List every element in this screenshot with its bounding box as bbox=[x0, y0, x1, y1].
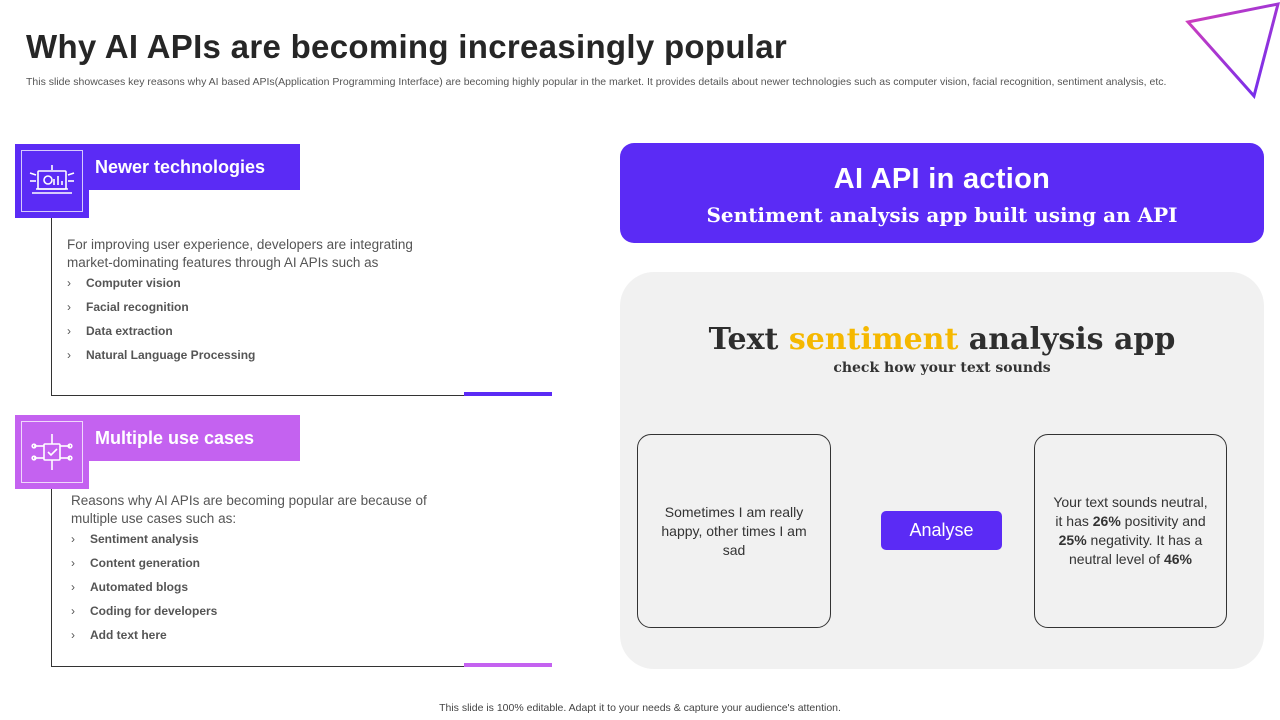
card-title: Newer technologies bbox=[89, 144, 300, 190]
sentiment-app-panel: Text sentiment analysis app check how yo… bbox=[620, 272, 1264, 669]
text-input-box[interactable]: Sometimes I am really happy, other times… bbox=[637, 434, 831, 628]
positivity-value: 26% bbox=[1092, 513, 1121, 529]
ai-laptop-icon bbox=[29, 165, 75, 194]
list-item: › Add text here bbox=[71, 628, 167, 642]
analyse-button[interactable]: Analyse bbox=[881, 511, 1002, 550]
card-icon-box bbox=[15, 415, 89, 489]
newer-technologies-card: Newer technologies For improving user ex… bbox=[15, 144, 555, 398]
negativity-value: 25% bbox=[1058, 532, 1087, 548]
neutral-value: 46% bbox=[1163, 551, 1192, 567]
list-item: › Natural Language Processing bbox=[67, 348, 256, 362]
chevron-right-icon: › bbox=[71, 628, 75, 642]
chevron-right-icon: › bbox=[71, 604, 75, 618]
app-title-highlight: sentiment bbox=[788, 322, 959, 357]
chevron-right-icon: › bbox=[67, 276, 71, 290]
page-subtitle: This slide showcases key reasons why AI … bbox=[26, 76, 1167, 88]
card-description: For improving user experience, developer… bbox=[67, 237, 413, 270]
feature-list: › Computer vision › Facial recognition › Da… bbox=[67, 271, 255, 367]
card-icon-box bbox=[15, 144, 89, 218]
app-title: Text sentiment analysis app bbox=[708, 322, 1176, 357]
footer-note: This slide is 100% editable. Adapt it to… bbox=[439, 702, 841, 714]
chevron-right-icon: › bbox=[67, 348, 71, 362]
use-case-list: › Sentiment analysis › Content generation … bbox=[71, 527, 217, 647]
card-frame bbox=[51, 487, 551, 667]
ai-api-banner: AI API in action Sentiment analysis app … bbox=[620, 143, 1264, 243]
chevron-right-icon: › bbox=[71, 556, 75, 570]
card-accent-bar bbox=[464, 392, 552, 396]
list-item: › Automated blogs bbox=[71, 580, 188, 594]
page-title: Why AI APIs are becoming increasingly po… bbox=[26, 28, 788, 65]
circuit-network-icon bbox=[31, 434, 73, 470]
chevron-right-icon: › bbox=[71, 532, 75, 546]
chevron-right-icon: › bbox=[71, 580, 75, 594]
card-description: Reasons why AI APIs are becoming popular… bbox=[71, 493, 427, 526]
list-item: › Coding for developers bbox=[71, 604, 218, 618]
list-item: › Computer vision bbox=[67, 276, 181, 290]
multiple-use-cases-card: Multiple use cases Reasons why AI APIs a… bbox=[15, 415, 555, 669]
banner-subtitle: Sentiment analysis app built using an AP… bbox=[706, 203, 1178, 227]
list-item: › Data extraction bbox=[67, 324, 173, 338]
card-frame bbox=[51, 216, 551, 396]
chevron-right-icon: › bbox=[67, 300, 71, 314]
card-accent-bar bbox=[464, 663, 552, 667]
list-item: › Facial recognition bbox=[67, 300, 189, 314]
list-item: › Sentiment analysis bbox=[71, 532, 199, 546]
list-item: › Content generation bbox=[71, 556, 200, 570]
decorative-triangle-icon bbox=[1185, 2, 1280, 100]
card-title: Multiple use cases bbox=[89, 415, 300, 461]
app-subtitle: check how your text sounds bbox=[833, 360, 1051, 376]
banner-title: AI API in action bbox=[833, 163, 1051, 195]
result-output-box: Your text sounds neutral, it has 26% pos… bbox=[1034, 434, 1227, 628]
chevron-right-icon: › bbox=[67, 324, 71, 338]
